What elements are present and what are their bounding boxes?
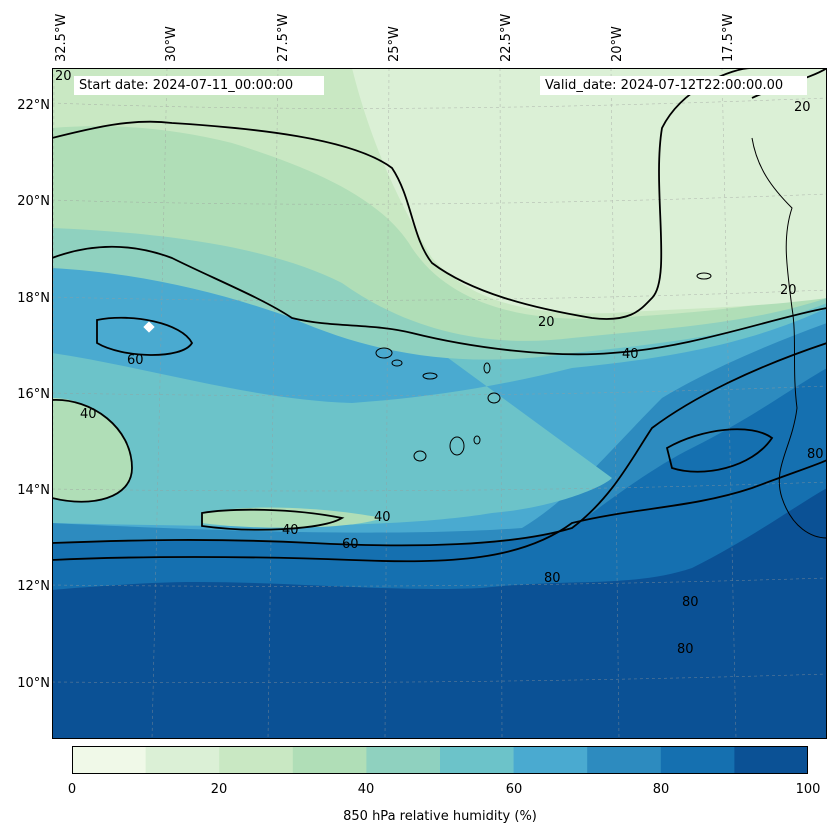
colorbar-segment (660, 746, 735, 774)
colorbar-segment (292, 746, 367, 774)
lat-label-22n: 22°N (17, 98, 50, 113)
lat-label-20n: 20°N (17, 194, 50, 209)
valid-date-label: Valid_date: 2024-07-12T22:00:00.00 (540, 76, 807, 95)
colorbar-label: 850 hPa relative humidity (%) (343, 809, 537, 824)
colorbar-segment (145, 746, 220, 774)
contour-60 (96, 316, 194, 356)
contour-40 (52, 245, 827, 356)
island (483, 362, 491, 374)
colorbar-segment (440, 746, 515, 774)
band-10-20 (352, 68, 827, 314)
contour-label-80: 80 (682, 595, 699, 610)
contour-label-40: 40 (622, 347, 639, 362)
contour-label-80: 80 (544, 571, 561, 586)
contour-80 (52, 459, 827, 563)
colorbar-tick-100: 100 (795, 782, 821, 797)
island (375, 347, 393, 359)
contour-label-40: 40 (282, 523, 299, 538)
contour-80-east-loop (665, 428, 774, 473)
lon-label-17-5w: 17.5°W (721, 13, 736, 62)
colorbar-tick-80: 80 (652, 782, 670, 797)
colorbar-tick-20: 20 (210, 782, 228, 797)
lat-label-18n: 18°N (17, 291, 50, 306)
lon-label-25w: 25°W (387, 26, 402, 62)
humidity-map: 20 20 20 20 40 40 40 40 60 60 80 80 80 8… (52, 68, 827, 739)
colorbar-tick-40: 40 (357, 782, 375, 797)
contour-label-40: 40 (80, 407, 97, 422)
colorbar-segment (219, 746, 294, 774)
contour-60-south (52, 342, 827, 547)
colorbar-segment (734, 746, 808, 774)
island (696, 272, 712, 280)
lat-label-12n: 12°N (17, 579, 50, 594)
colorbar-segment (513, 746, 588, 774)
contour-20 (52, 68, 753, 320)
lon-label-22-5w: 22.5°W (499, 13, 514, 62)
africa-coastline (751, 137, 827, 539)
colorbar-segment (366, 746, 441, 774)
lon-label-20w: 20°W (610, 26, 625, 62)
contour-label-20: 20 (55, 69, 72, 84)
island (449, 436, 465, 456)
band-40-50-south-blob (202, 507, 382, 528)
contour-label-60: 60 (127, 353, 144, 368)
colorbar-segment (72, 746, 147, 774)
lat-label-14n: 14°N (17, 483, 50, 498)
island (487, 392, 501, 404)
colorbar-segment (587, 746, 662, 774)
island (422, 372, 438, 380)
contour-40-west (52, 399, 133, 503)
lon-label-32-5w: 32.5°W (54, 13, 69, 62)
lat-label-10n: 10°N (17, 676, 50, 691)
contour-label-60: 60 (342, 537, 359, 552)
contour-label-20: 20 (538, 315, 555, 330)
contour-40-south (201, 508, 345, 531)
island (391, 359, 403, 367)
colorbar-tick-0: 0 (67, 782, 77, 797)
lon-label-30w: 30°W (164, 26, 179, 62)
colorbar-tick-60: 60 (505, 782, 523, 797)
island (413, 450, 427, 462)
contour-label-20: 20 (780, 283, 797, 298)
contour-label-80: 80 (807, 447, 824, 462)
contour-label-20: 20 (794, 100, 811, 115)
lon-label-27-5w: 27.5°W (276, 13, 291, 62)
contour-label-80: 80 (677, 642, 694, 657)
colorbar (72, 746, 808, 774)
start-date-label: Start date: 2024-07-11_00:00:00 (74, 76, 324, 95)
lat-label-16n: 16°N (17, 387, 50, 402)
contour-label-40: 40 (374, 510, 391, 525)
island (473, 435, 481, 445)
